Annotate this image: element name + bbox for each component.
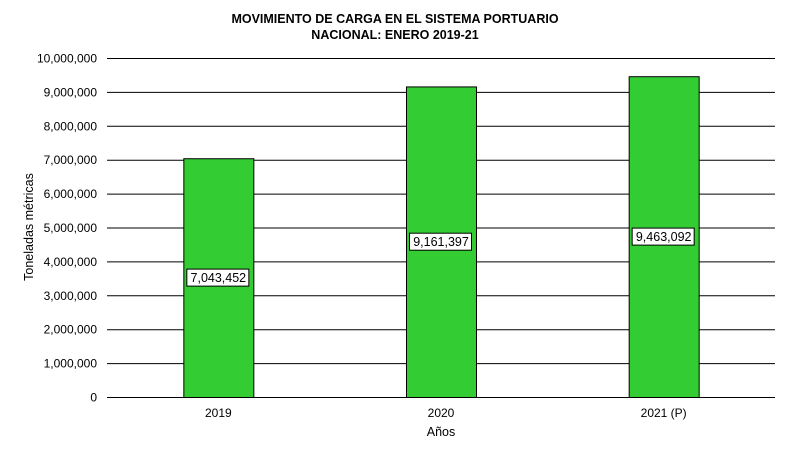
y-tick-label: 8,000,000 bbox=[44, 119, 98, 133]
data-label-box bbox=[409, 232, 472, 251]
y-tick-label: 5,000,000 bbox=[44, 221, 98, 235]
chart-title-line-1: MOVIMIENTO DE CARGA EN EL SISTEMA PORTUA… bbox=[231, 12, 558, 26]
data-label-box bbox=[631, 227, 695, 246]
y-axis-label: Toneladas métricas bbox=[22, 173, 36, 281]
y-tick-label: 3,000,000 bbox=[44, 289, 98, 303]
y-tick-label: 2,000,000 bbox=[44, 323, 98, 337]
data-label: 9,463,092 bbox=[636, 230, 692, 244]
x-tick-label: 2019 bbox=[205, 406, 232, 420]
y-tick-label: 6,000,000 bbox=[44, 187, 98, 201]
y-tick-label: 0 bbox=[90, 391, 97, 405]
x-axis-label: Años bbox=[427, 425, 456, 439]
x-tick-label: 2020 bbox=[428, 406, 455, 420]
data-label: 9,161,397 bbox=[413, 235, 469, 249]
y-tick-label: 7,000,000 bbox=[44, 153, 98, 167]
y-tick-label: 10,000,000 bbox=[37, 52, 97, 66]
data-label: 7,043,452 bbox=[191, 271, 247, 285]
data-label-box bbox=[186, 268, 250, 287]
y-tick-label: 4,000,000 bbox=[44, 255, 98, 269]
x-tick-label: 2021 (P) bbox=[641, 406, 687, 420]
y-tick-label: 9,000,000 bbox=[44, 85, 98, 99]
chart-title-line-2: NACIONAL: ENERO 2019-21 bbox=[311, 28, 478, 42]
y-tick-label: 1,000,000 bbox=[44, 357, 98, 371]
